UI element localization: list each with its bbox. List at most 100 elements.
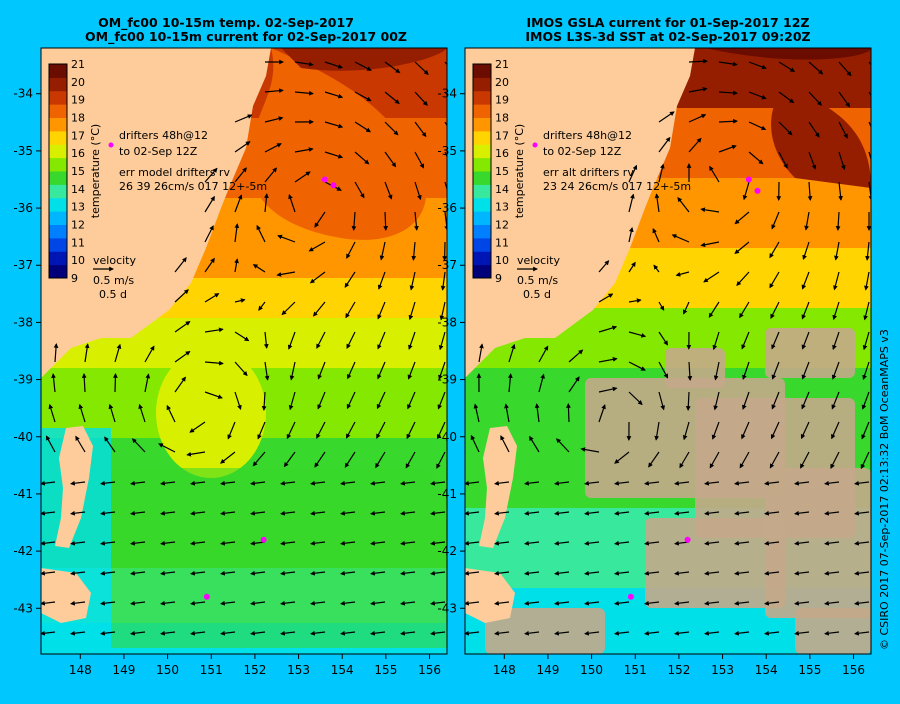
y-tick-label: -35 [13,144,33,158]
missing-data-patch [645,518,785,608]
colorbar-tick-label: 10 [71,254,85,267]
velocity-arrow [115,374,116,392]
panel-2-title-line-1: IMOS GSLA current for 01-Sep-2017 12Z [526,15,809,30]
colorbar-swatch [473,77,491,91]
colorbar-swatch [49,251,67,265]
drifter-point [322,177,328,183]
colorbar-swatch [473,104,491,118]
drifter-point [755,188,761,194]
colorbar-swatch [473,118,491,132]
colorbar-label: temperature (°C) [89,124,102,218]
drifter-legend-date: to 02-Sep 12Z [119,145,198,158]
colorbar-tick-label: 20 [71,76,85,89]
colorbar-swatch [473,225,491,239]
colorbar-swatch [49,184,67,198]
y-tick-label: -43 [13,601,33,615]
x-tick-label: 154 [331,663,354,677]
colorbar-swatch [473,238,491,252]
map-content [41,48,457,654]
drifter-point [204,594,210,600]
colorbar-tick-label: 9 [71,272,78,285]
y-tick-label: -41 [13,487,33,501]
velocity-legend-duration: 0.5 d [99,288,127,301]
colorbar-tick-label: 19 [495,94,509,107]
colorbar-swatch [49,225,67,239]
colorbar-swatch [49,238,67,252]
colorbar-swatch [49,265,67,279]
colorbar-tick-label: 12 [71,219,85,232]
colorbar-label: temperature (°C) [513,124,526,218]
colorbar-tick-label: 20 [495,76,509,89]
y-tick-label: -43 [437,601,457,615]
missing-data-patch [765,328,855,378]
y-tick-label: -36 [437,201,457,215]
error-stats-values: 23 24 26cm/s 017 12+-5m [543,180,691,193]
drifter-point [746,177,752,183]
colorbar-swatch [49,171,67,185]
drifter-point [261,537,267,543]
drifter-legend-label: drifters 48h@12 [543,129,632,142]
x-tick-label: 148 [493,663,516,677]
colorbar-swatch [473,171,491,185]
colorbar-tick-label: 21 [71,58,85,71]
colorbar-swatch [473,265,491,279]
drifter-legend-marker [109,143,114,148]
colorbar-swatch [49,131,67,145]
colorbar-swatch [473,184,491,198]
missing-data-patch [795,608,871,654]
drifter-legend-label: drifters 48h@12 [119,129,208,142]
velocity-legend-speed: 0.5 m/s [517,274,558,287]
y-tick-label: -38 [13,315,33,329]
y-tick-label: -41 [437,487,457,501]
y-tick-label: -35 [437,144,457,158]
y-tick-label: -40 [13,430,33,444]
error-stats-label: err model drifters rv [119,166,230,179]
colorbar-tick-label: 14 [71,183,85,196]
cool-water [111,468,447,648]
y-tick-label: -34 [13,87,33,101]
colorbar-tick-label: 15 [495,165,509,178]
velocity-arrow [385,212,386,230]
y-tick-label: -40 [437,430,457,444]
x-tick-label: 152 [667,663,690,677]
colorbar-swatch [49,211,67,225]
colorbar-tick-label: 17 [71,129,85,142]
colorbar-tick-label: 11 [71,236,85,249]
error-stats-values: 26 39 26cm/s 017 12+-5m [119,180,267,193]
y-tick-label: -39 [437,373,457,387]
colorbar-tick-label: 13 [495,201,509,214]
panel-1-title-line-2: OM_fc00 10-15m current for 02-Sep-2017 0… [85,29,407,45]
colorbar-swatch [473,251,491,265]
x-tick-label: 149 [112,663,135,677]
x-tick-label: 155 [798,663,821,677]
colorbar-swatch [473,144,491,158]
colorbar-swatch [473,64,491,78]
x-tick-label: 151 [200,663,223,677]
drifter-point [685,537,691,543]
colorbar-tick-label: 21 [495,58,509,71]
x-tick-label: 153 [711,663,734,677]
x-tick-label: 148 [69,663,92,677]
colorbar-tick-label: 16 [71,147,85,160]
y-tick-label: -37 [13,258,33,272]
velocity-arrow [568,404,569,422]
y-tick-label: -42 [13,544,33,558]
credit-text: © CSIRO 2017 07-Sep-2017 02:13:32 BoM Oc… [878,329,891,650]
colorbar-tick-label: 17 [495,129,509,142]
x-tick-label: 151 [624,663,647,677]
x-tick-label: 156 [842,663,865,677]
map-content [465,48,880,654]
colorbar-tick-label: 15 [71,165,85,178]
drifter-point [331,182,337,188]
colorbar-swatch [473,211,491,225]
eddy-core [156,348,266,478]
x-tick-label: 154 [755,663,778,677]
colorbar-tick-label: 19 [71,94,85,107]
colorbar-swatch [49,158,67,172]
